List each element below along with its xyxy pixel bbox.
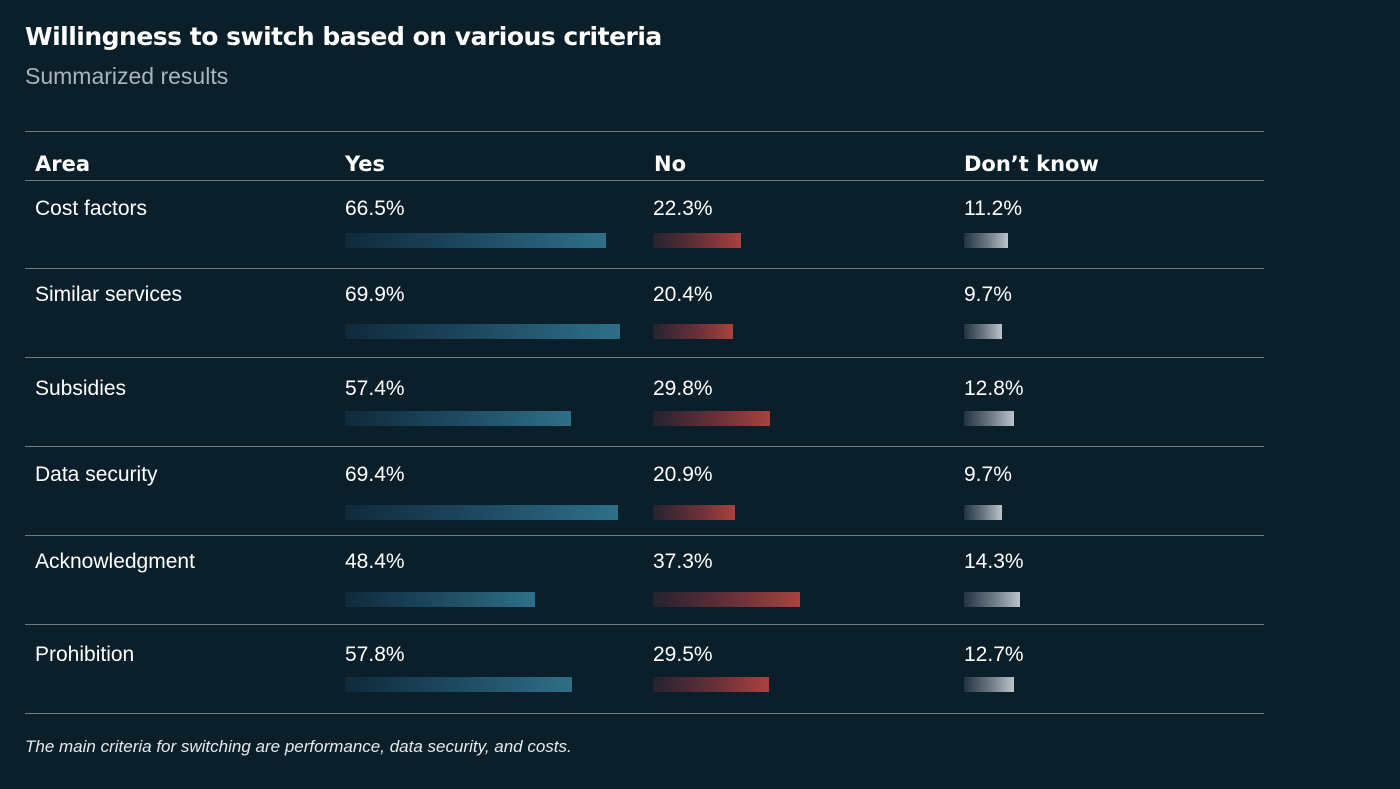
no-bar (653, 324, 733, 339)
dont-know-value: 11.2% (964, 197, 1022, 220)
no-bar (653, 592, 800, 607)
no-bar (653, 677, 769, 692)
footnote: The main criteria for switching are perf… (25, 737, 572, 756)
dont-know-bar (964, 324, 1002, 339)
area-label: Data security (35, 463, 158, 486)
area-label: Subsidies (35, 377, 127, 400)
dont-know-value: 12.8% (964, 377, 1024, 400)
yes-value: 48.4% (345, 550, 405, 573)
no-bar (653, 233, 741, 248)
yes-value: 69.9% (345, 283, 405, 306)
no-value: 37.3% (653, 550, 713, 573)
chart-title: Willingness to switch based on various c… (25, 22, 662, 51)
dont-know-value: 9.7% (964, 283, 1012, 306)
area-label: Cost factors (35, 197, 148, 220)
chart-subtitle: Summarized results (25, 63, 229, 89)
table-row: Similar services 69.9% 20.4% 9.7% (25, 269, 1264, 358)
yes-value: 66.5% (345, 197, 405, 220)
dont-know-bar (964, 505, 1002, 520)
dont-know-value: 9.7% (964, 463, 1012, 486)
table-body: Cost factors 66.5% 22.3% 11.2% Similar servi… (25, 181, 1264, 714)
table-row: Prohibition 57.8% 29.5% 12.7% (25, 625, 1264, 714)
area-label: Similar services (35, 283, 183, 306)
yes-bar (345, 233, 606, 248)
dont-know-value: 12.7% (964, 643, 1024, 666)
yes-bar (345, 324, 620, 339)
yes-value: 57.4% (345, 377, 405, 400)
no-bar (653, 411, 770, 426)
table-row: Subsidies 57.4% 29.8% 12.8% (25, 358, 1264, 447)
yes-bar (345, 505, 618, 520)
dont-know-bar (964, 677, 1014, 692)
no-value: 29.5% (653, 643, 713, 666)
results-table: Area Yes No Don’t know Cost factors 66.5%… (25, 131, 1264, 714)
no-value: 22.3% (653, 197, 713, 220)
table-row: Acknowledgment 48.4% 37.3% 14.3% (25, 536, 1264, 625)
no-bar (653, 505, 735, 520)
dont-know-bar (964, 411, 1014, 426)
yes-value: 69.4% (345, 463, 405, 486)
no-value: 20.4% (653, 283, 713, 306)
no-value: 20.9% (653, 463, 713, 486)
table-row: Cost factors 66.5% 22.3% 11.2% (25, 181, 1264, 269)
table-header-row: Area Yes No Don’t know (25, 132, 1264, 181)
yes-bar (345, 592, 535, 607)
dont-know-value: 14.3% (964, 550, 1024, 573)
no-value: 29.8% (653, 377, 713, 400)
area-label: Prohibition (35, 643, 135, 666)
yes-bar (345, 411, 571, 426)
header-area: Area (35, 152, 91, 176)
header-yes: Yes (345, 152, 386, 176)
dont-know-bar (964, 592, 1020, 607)
area-label: Acknowledgment (35, 550, 195, 573)
yes-bar (345, 677, 572, 692)
header-dont-know: Don’t know (964, 152, 1099, 176)
table-row: Data security 69.4% 20.9% 9.7% (25, 447, 1264, 536)
header-no: No (654, 152, 687, 176)
dont-know-bar (964, 233, 1008, 248)
yes-value: 57.8% (345, 643, 405, 666)
